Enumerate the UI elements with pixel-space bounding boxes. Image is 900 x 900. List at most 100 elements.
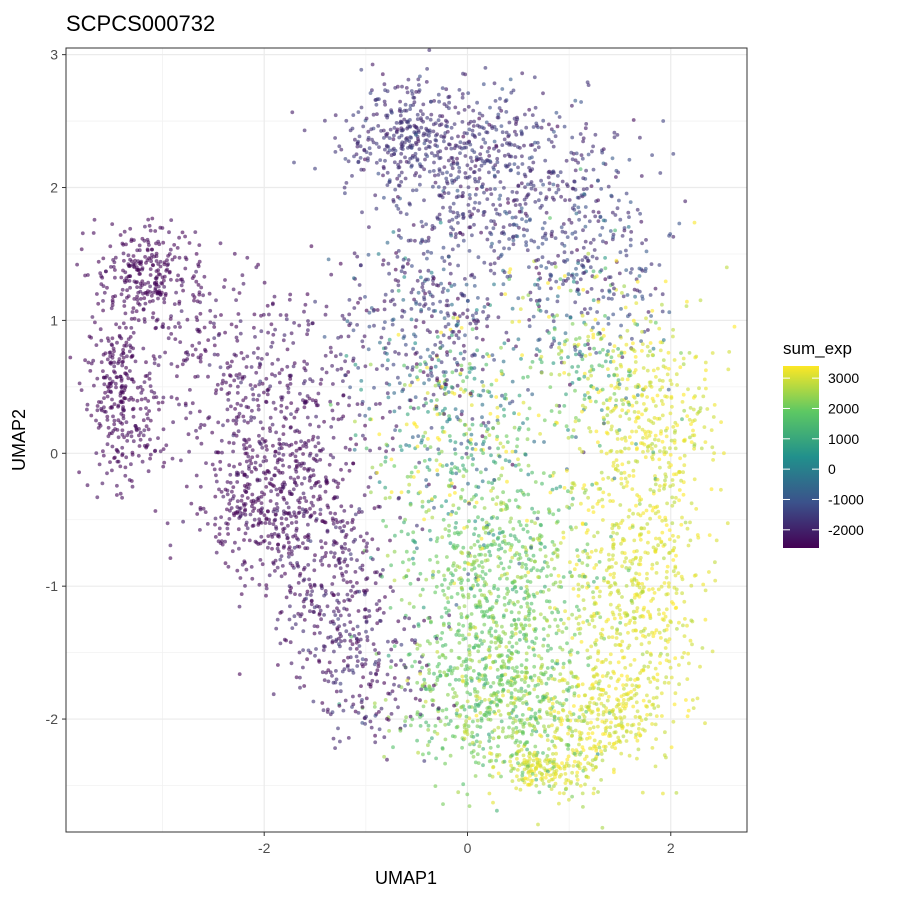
scatter-point: [386, 341, 391, 346]
scatter-point: [645, 704, 649, 709]
scatter-point: [338, 613, 343, 618]
scatter-point: [613, 228, 617, 233]
scatter-point: [636, 677, 640, 681]
scatter-point: [657, 612, 661, 616]
scatter-point: [467, 705, 472, 709]
scatter-point: [549, 557, 554, 562]
scatter-point: [520, 713, 525, 717]
scatter-point: [419, 275, 423, 280]
scatter-point: [527, 324, 532, 329]
scatter-point: [612, 671, 616, 676]
scatter-point: [153, 286, 158, 290]
scatter-point: [169, 314, 174, 318]
scatter-point: [530, 772, 535, 776]
scatter-point: [339, 639, 343, 644]
scatter-point: [198, 507, 203, 512]
scatter-point: [631, 394, 636, 399]
scatter-point: [663, 478, 667, 483]
scatter-point: [679, 478, 683, 483]
scatter-point: [364, 658, 368, 662]
scatter-point: [597, 499, 601, 504]
scatter-point: [347, 613, 352, 617]
scatter-point: [580, 449, 584, 454]
scatter-point: [470, 422, 475, 427]
scatter-point: [475, 724, 480, 729]
scatter-point: [698, 406, 703, 411]
scatter-point: [671, 234, 676, 239]
scatter-point: [633, 360, 638, 364]
scatter-point: [122, 299, 127, 304]
scatter-point: [242, 443, 246, 447]
scatter-point: [243, 488, 247, 493]
scatter-point: [421, 251, 426, 256]
scatter-point: [404, 549, 409, 554]
scatter-point: [408, 135, 413, 140]
scatter-point: [129, 326, 134, 330]
scatter-point: [630, 525, 635, 529]
scatter-point: [591, 590, 595, 594]
scatter-point: [525, 518, 529, 523]
scatter-point: [360, 563, 365, 568]
scatter-point: [297, 500, 302, 505]
scatter-point: [617, 353, 621, 358]
scatter-point: [501, 225, 506, 230]
scatter-point: [663, 730, 667, 735]
scatter-point: [585, 542, 590, 547]
scatter-point: [357, 413, 362, 417]
scatter-point: [418, 269, 422, 274]
scatter-point: [354, 442, 359, 447]
scatter-point: [388, 606, 393, 610]
scatter-point: [367, 609, 371, 613]
scatter-point: [440, 409, 445, 413]
scatter-point: [364, 446, 369, 451]
scatter-point: [199, 353, 203, 357]
scatter-point: [442, 185, 447, 190]
scatter-point: [586, 83, 591, 87]
scatter-point: [516, 337, 521, 342]
scatter-point: [620, 408, 625, 413]
scatter-point: [406, 146, 410, 150]
scatter-point: [553, 261, 557, 266]
scatter-point: [467, 370, 472, 374]
scatter-point: [482, 260, 487, 265]
scatter-point: [615, 463, 620, 468]
scatter-point: [448, 665, 453, 669]
scatter-point: [436, 92, 441, 97]
scatter-point: [670, 503, 675, 508]
scatter-point: [257, 382, 262, 387]
scatter-point: [460, 705, 464, 709]
scatter-point: [528, 580, 533, 584]
scatter-point: [427, 307, 431, 311]
scatter-point: [598, 631, 603, 636]
scatter-point: [461, 623, 466, 628]
scatter-point: [660, 413, 665, 418]
scatter-point: [284, 501, 289, 505]
scatter-point: [430, 703, 435, 707]
scatter-point: [532, 616, 537, 621]
scatter-point: [466, 550, 471, 555]
scatter-point: [482, 755, 487, 759]
scatter-point: [709, 428, 714, 432]
scatter-point: [331, 455, 336, 460]
scatter-point: [431, 169, 436, 173]
scatter-point: [441, 623, 446, 628]
scatter-point: [271, 509, 276, 514]
scatter-point: [352, 154, 356, 159]
scatter-point: [177, 299, 182, 304]
scatter-point: [553, 134, 558, 139]
scatter-point: [686, 387, 690, 392]
scatter-point: [432, 505, 436, 510]
scatter-point: [532, 673, 537, 678]
scatter-point: [231, 287, 236, 292]
scatter-point: [501, 282, 506, 287]
scatter-point: [534, 783, 539, 788]
scatter-point: [590, 746, 595, 751]
scatter-point: [402, 117, 407, 122]
scatter-point: [499, 473, 504, 478]
scatter-point: [606, 349, 610, 354]
scatter-point: [138, 437, 143, 442]
scatter-point: [344, 629, 349, 634]
scatter-point: [704, 368, 708, 373]
scatter-point: [285, 347, 290, 352]
scatter-point: [572, 567, 577, 572]
